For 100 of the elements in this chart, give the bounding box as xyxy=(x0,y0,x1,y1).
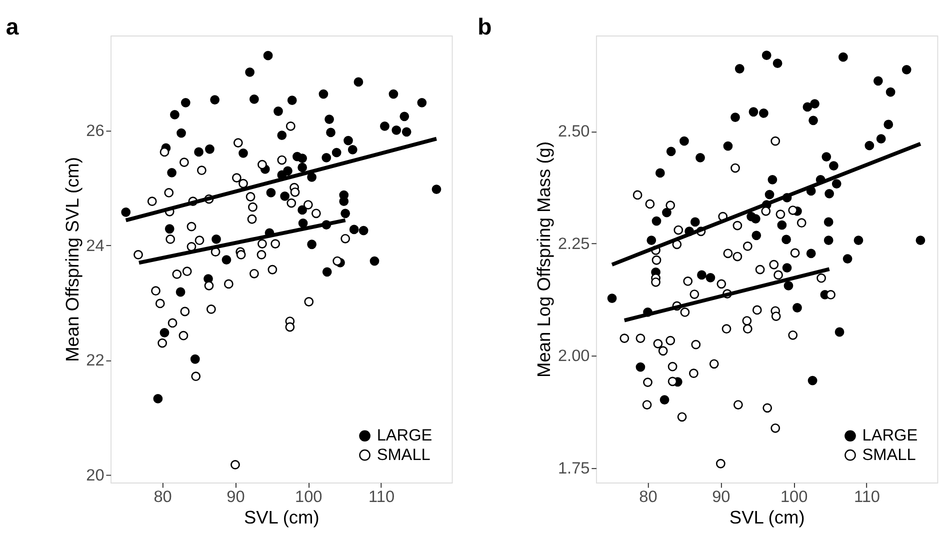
point xyxy=(178,330,188,340)
chart-title: b xyxy=(478,14,492,40)
x-tick-label: 90 xyxy=(226,488,245,506)
point xyxy=(303,200,313,210)
y-tick-label: 2.25 xyxy=(558,234,590,253)
point xyxy=(182,266,192,276)
x-tick-label: 80 xyxy=(639,488,658,506)
point xyxy=(722,324,732,334)
point xyxy=(134,250,143,260)
point xyxy=(688,368,698,378)
point xyxy=(732,252,742,262)
point xyxy=(147,196,157,206)
point xyxy=(674,225,684,235)
point xyxy=(742,242,752,251)
point xyxy=(733,400,743,410)
point xyxy=(248,202,258,212)
x-tick-label: 80 xyxy=(154,488,172,506)
point xyxy=(155,298,165,308)
point xyxy=(666,200,676,210)
point xyxy=(691,340,701,350)
point xyxy=(769,260,779,270)
point xyxy=(653,338,663,348)
point xyxy=(826,290,836,300)
point xyxy=(196,166,206,176)
point xyxy=(168,318,178,328)
point xyxy=(683,276,693,286)
point xyxy=(290,187,300,197)
point xyxy=(285,322,295,332)
point xyxy=(164,188,174,198)
x-tick-label: 100 xyxy=(780,488,808,506)
y-tick-label: 26 xyxy=(86,122,104,140)
point xyxy=(690,290,700,299)
point xyxy=(771,312,781,321)
point xyxy=(642,400,652,410)
point xyxy=(186,242,196,252)
point xyxy=(258,239,267,248)
point xyxy=(247,214,257,224)
legend-label: SMALL xyxy=(376,446,430,464)
point xyxy=(645,199,655,209)
point xyxy=(258,160,267,170)
point xyxy=(643,378,652,388)
point xyxy=(761,206,771,216)
point xyxy=(723,248,733,258)
point xyxy=(755,264,765,274)
point xyxy=(151,286,160,296)
point xyxy=(770,423,780,433)
point xyxy=(620,334,630,343)
point xyxy=(233,138,243,148)
point xyxy=(732,220,742,230)
point xyxy=(668,362,678,372)
point xyxy=(158,338,168,348)
point xyxy=(180,306,190,316)
legend-label: SMALL xyxy=(862,446,916,464)
point xyxy=(230,460,240,470)
x-tick-label: 110 xyxy=(368,488,395,506)
y-tick-label: 2.50 xyxy=(558,122,590,140)
point xyxy=(236,250,246,260)
point xyxy=(716,458,726,468)
point xyxy=(680,308,690,317)
point xyxy=(311,208,321,218)
point xyxy=(788,330,798,340)
point xyxy=(636,334,646,343)
point xyxy=(179,158,189,168)
y-axis-title: Mean Log Offspring Mass (g) xyxy=(533,141,554,378)
point xyxy=(172,270,182,279)
point xyxy=(742,316,752,326)
point xyxy=(651,277,660,287)
x-tick-label: 110 xyxy=(854,488,880,506)
point xyxy=(270,239,280,248)
point xyxy=(632,190,642,200)
point xyxy=(774,270,783,280)
point xyxy=(286,198,296,208)
point xyxy=(249,268,259,278)
point xyxy=(332,256,342,266)
point xyxy=(224,279,234,289)
point xyxy=(277,155,287,165)
point xyxy=(304,297,314,306)
point xyxy=(286,121,296,131)
point xyxy=(340,234,350,244)
y-tick-label: 22 xyxy=(86,352,104,370)
point xyxy=(666,336,676,346)
point xyxy=(677,412,687,422)
point xyxy=(204,280,214,290)
point xyxy=(730,163,740,173)
point xyxy=(652,255,662,265)
point xyxy=(752,305,762,315)
point xyxy=(160,147,170,157)
point xyxy=(796,218,806,228)
point xyxy=(816,273,826,283)
point xyxy=(206,304,216,314)
point xyxy=(709,359,719,369)
x-axis-title: SVL (cm) xyxy=(729,506,805,528)
point xyxy=(232,173,242,182)
point xyxy=(658,346,668,356)
y-tick-label: 2.00 xyxy=(558,347,590,366)
point xyxy=(742,324,752,334)
point xyxy=(790,248,800,258)
point xyxy=(194,236,204,246)
point xyxy=(788,206,798,215)
point xyxy=(762,403,772,413)
